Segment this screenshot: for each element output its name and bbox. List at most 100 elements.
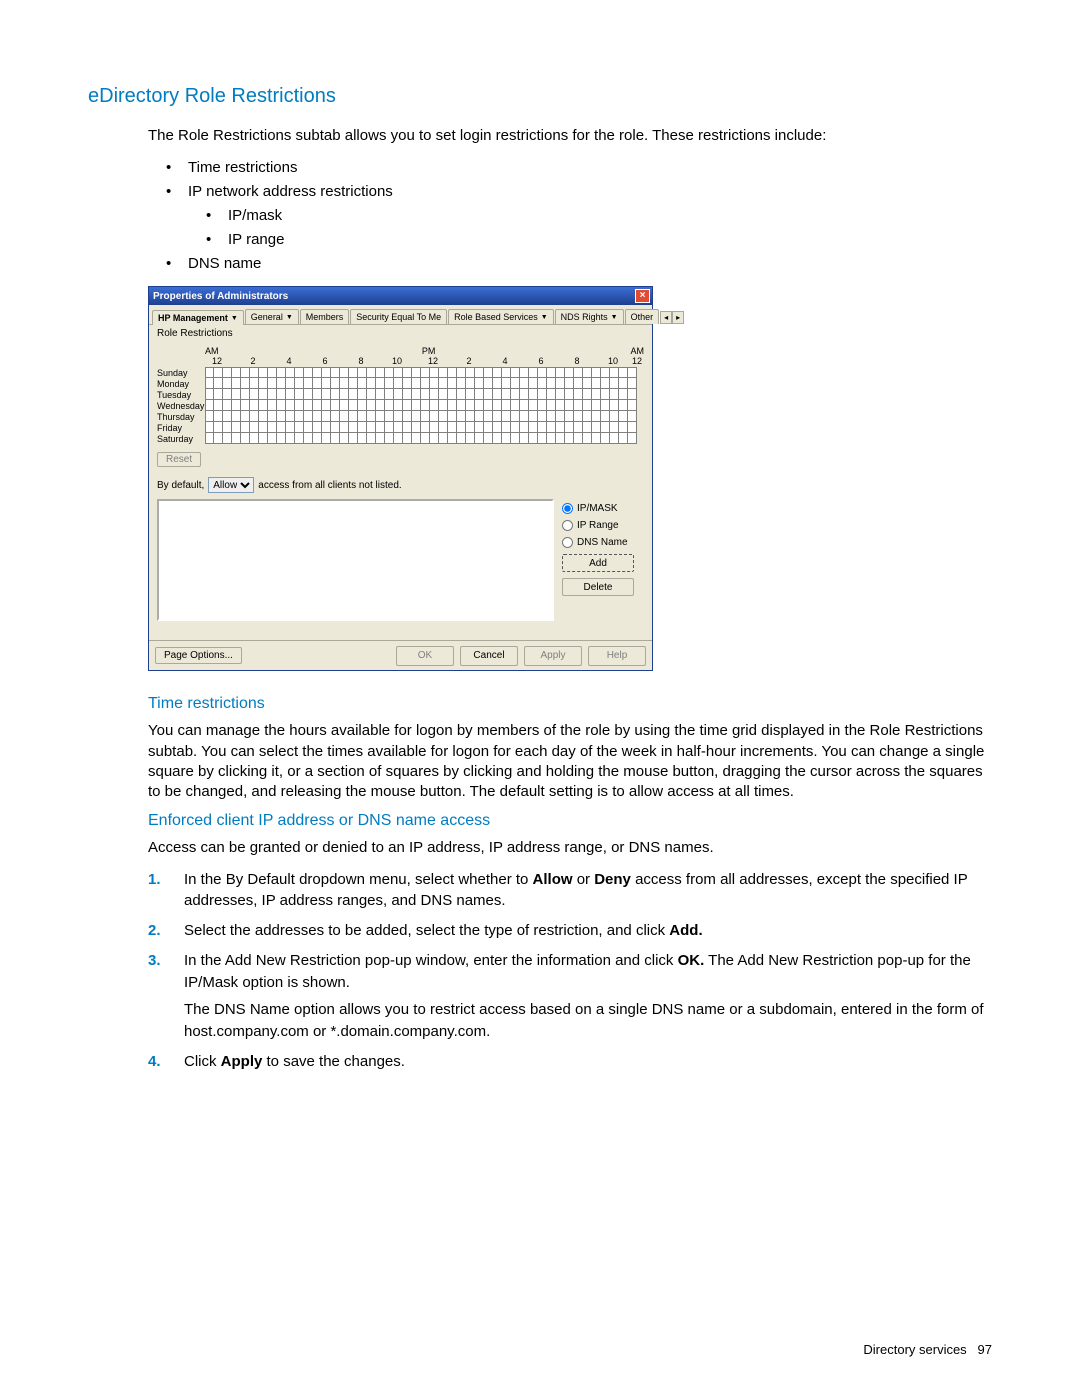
time-grid-cell[interactable] [547,367,556,378]
time-grid-cell[interactable] [511,422,520,433]
time-grid-cell[interactable] [484,400,493,411]
tab-members[interactable]: Members [300,309,350,324]
cancel-button[interactable]: Cancel [460,646,518,666]
time-grid-cell[interactable] [493,433,502,444]
time-grid-cell[interactable] [511,411,520,422]
time-grid-cell[interactable] [421,367,430,378]
time-grid-cell[interactable] [376,400,385,411]
time-grid-cell[interactable] [511,378,520,389]
time-grid-cell[interactable] [619,378,628,389]
time-grid-cell[interactable] [529,433,538,444]
time-grid-cell[interactable] [322,389,331,400]
time-grid-cell[interactable] [601,367,610,378]
time-grid-cell[interactable] [502,411,511,422]
time-grid-cell[interactable] [322,367,331,378]
time-grid-cell[interactable] [376,378,385,389]
time-grid-cell[interactable] [214,400,223,411]
time-grid-cell[interactable] [448,433,457,444]
time-grid-cell[interactable] [232,433,241,444]
time-grid-cell[interactable] [313,378,322,389]
time-grid-cell[interactable] [628,389,637,400]
time-grid-cell[interactable] [349,411,358,422]
time-grid-cell[interactable] [313,422,322,433]
time-grid-cell[interactable] [448,411,457,422]
time-grid-cell[interactable] [259,389,268,400]
time-grid-cell[interactable] [574,400,583,411]
time-grid-cell[interactable] [277,378,286,389]
time-grid-cell[interactable] [385,422,394,433]
tab-role-based-services[interactable]: Role Based Services▼ [448,309,553,324]
time-grid-cell[interactable] [421,422,430,433]
time-grid-cell[interactable] [439,411,448,422]
time-grid-cell[interactable] [295,422,304,433]
time-grid-cell[interactable] [358,400,367,411]
time-grid-cell[interactable] [520,400,529,411]
time-grid-cell[interactable] [313,400,322,411]
time-grid-cell[interactable] [439,422,448,433]
time-grid-cell[interactable] [547,389,556,400]
time-grid-cell[interactable] [268,367,277,378]
time-grid-cell[interactable] [619,422,628,433]
time-grid-cell[interactable] [367,389,376,400]
time-grid-cell[interactable] [349,367,358,378]
time-grid-cell[interactable] [232,422,241,433]
time-grid-cell[interactable] [601,411,610,422]
time-grid-cell[interactable] [592,367,601,378]
time-grid-cell[interactable] [358,367,367,378]
time-grid-cell[interactable] [340,389,349,400]
time-grid-cell[interactable] [574,422,583,433]
time-grid-cell[interactable] [592,433,601,444]
time-grid-cell[interactable] [628,400,637,411]
time-grid-cell[interactable] [439,400,448,411]
time-grid-cell[interactable] [304,422,313,433]
time-grid-cell[interactable] [403,400,412,411]
time-grid-cell[interactable] [466,411,475,422]
time-grid-cell[interactable] [340,378,349,389]
time-grid-cell[interactable] [403,367,412,378]
time-grid-cell[interactable] [484,367,493,378]
time-grid-cell[interactable] [340,367,349,378]
time-grid-cell[interactable] [223,389,232,400]
radio-ipmask[interactable]: IP/MASK [562,503,644,514]
time-grid-cell[interactable] [439,389,448,400]
time-grid-cell[interactable] [592,411,601,422]
time-grid-cell[interactable] [547,433,556,444]
time-grid-cell[interactable] [286,433,295,444]
time-grid-cell[interactable] [223,367,232,378]
time-grid-cell[interactable] [547,378,556,389]
time-grid-cell[interactable] [232,378,241,389]
time-grid-cell[interactable] [565,411,574,422]
time-grid-cell[interactable] [412,400,421,411]
time-grid-cell[interactable] [376,422,385,433]
time-grid-cell[interactable] [412,433,421,444]
time-grid-cell[interactable] [565,400,574,411]
time-grid-cell[interactable] [601,400,610,411]
time-grid-cell[interactable] [250,433,259,444]
time-grid-cell[interactable] [331,422,340,433]
time-grid-cell[interactable] [529,422,538,433]
time-grid-cell[interactable] [601,378,610,389]
time-grid-cell[interactable] [331,367,340,378]
time-grid-cell[interactable] [421,400,430,411]
time-grid-cell[interactable] [367,378,376,389]
time-grid-cell[interactable] [502,433,511,444]
time-grid-cell[interactable] [241,411,250,422]
time-grid-cell[interactable] [268,422,277,433]
time-grid-cell[interactable] [286,400,295,411]
time-grid-cell[interactable] [547,411,556,422]
time-grid-cell[interactable] [565,422,574,433]
time-grid-cell[interactable] [457,411,466,422]
time-grid-cell[interactable] [367,433,376,444]
time-grid-cell[interactable] [583,400,592,411]
time-grid-cell[interactable] [529,411,538,422]
time-grid-cell[interactable] [520,389,529,400]
time-grid-cell[interactable] [601,422,610,433]
time-grid-cell[interactable] [475,422,484,433]
time-grid-cell[interactable] [349,422,358,433]
time-grid-cell[interactable] [295,367,304,378]
time-grid-cell[interactable] [439,378,448,389]
time-grid-cell[interactable] [430,367,439,378]
time-grid-cell[interactable] [322,400,331,411]
time-grid-cell[interactable] [223,400,232,411]
time-grid-cell[interactable] [475,367,484,378]
